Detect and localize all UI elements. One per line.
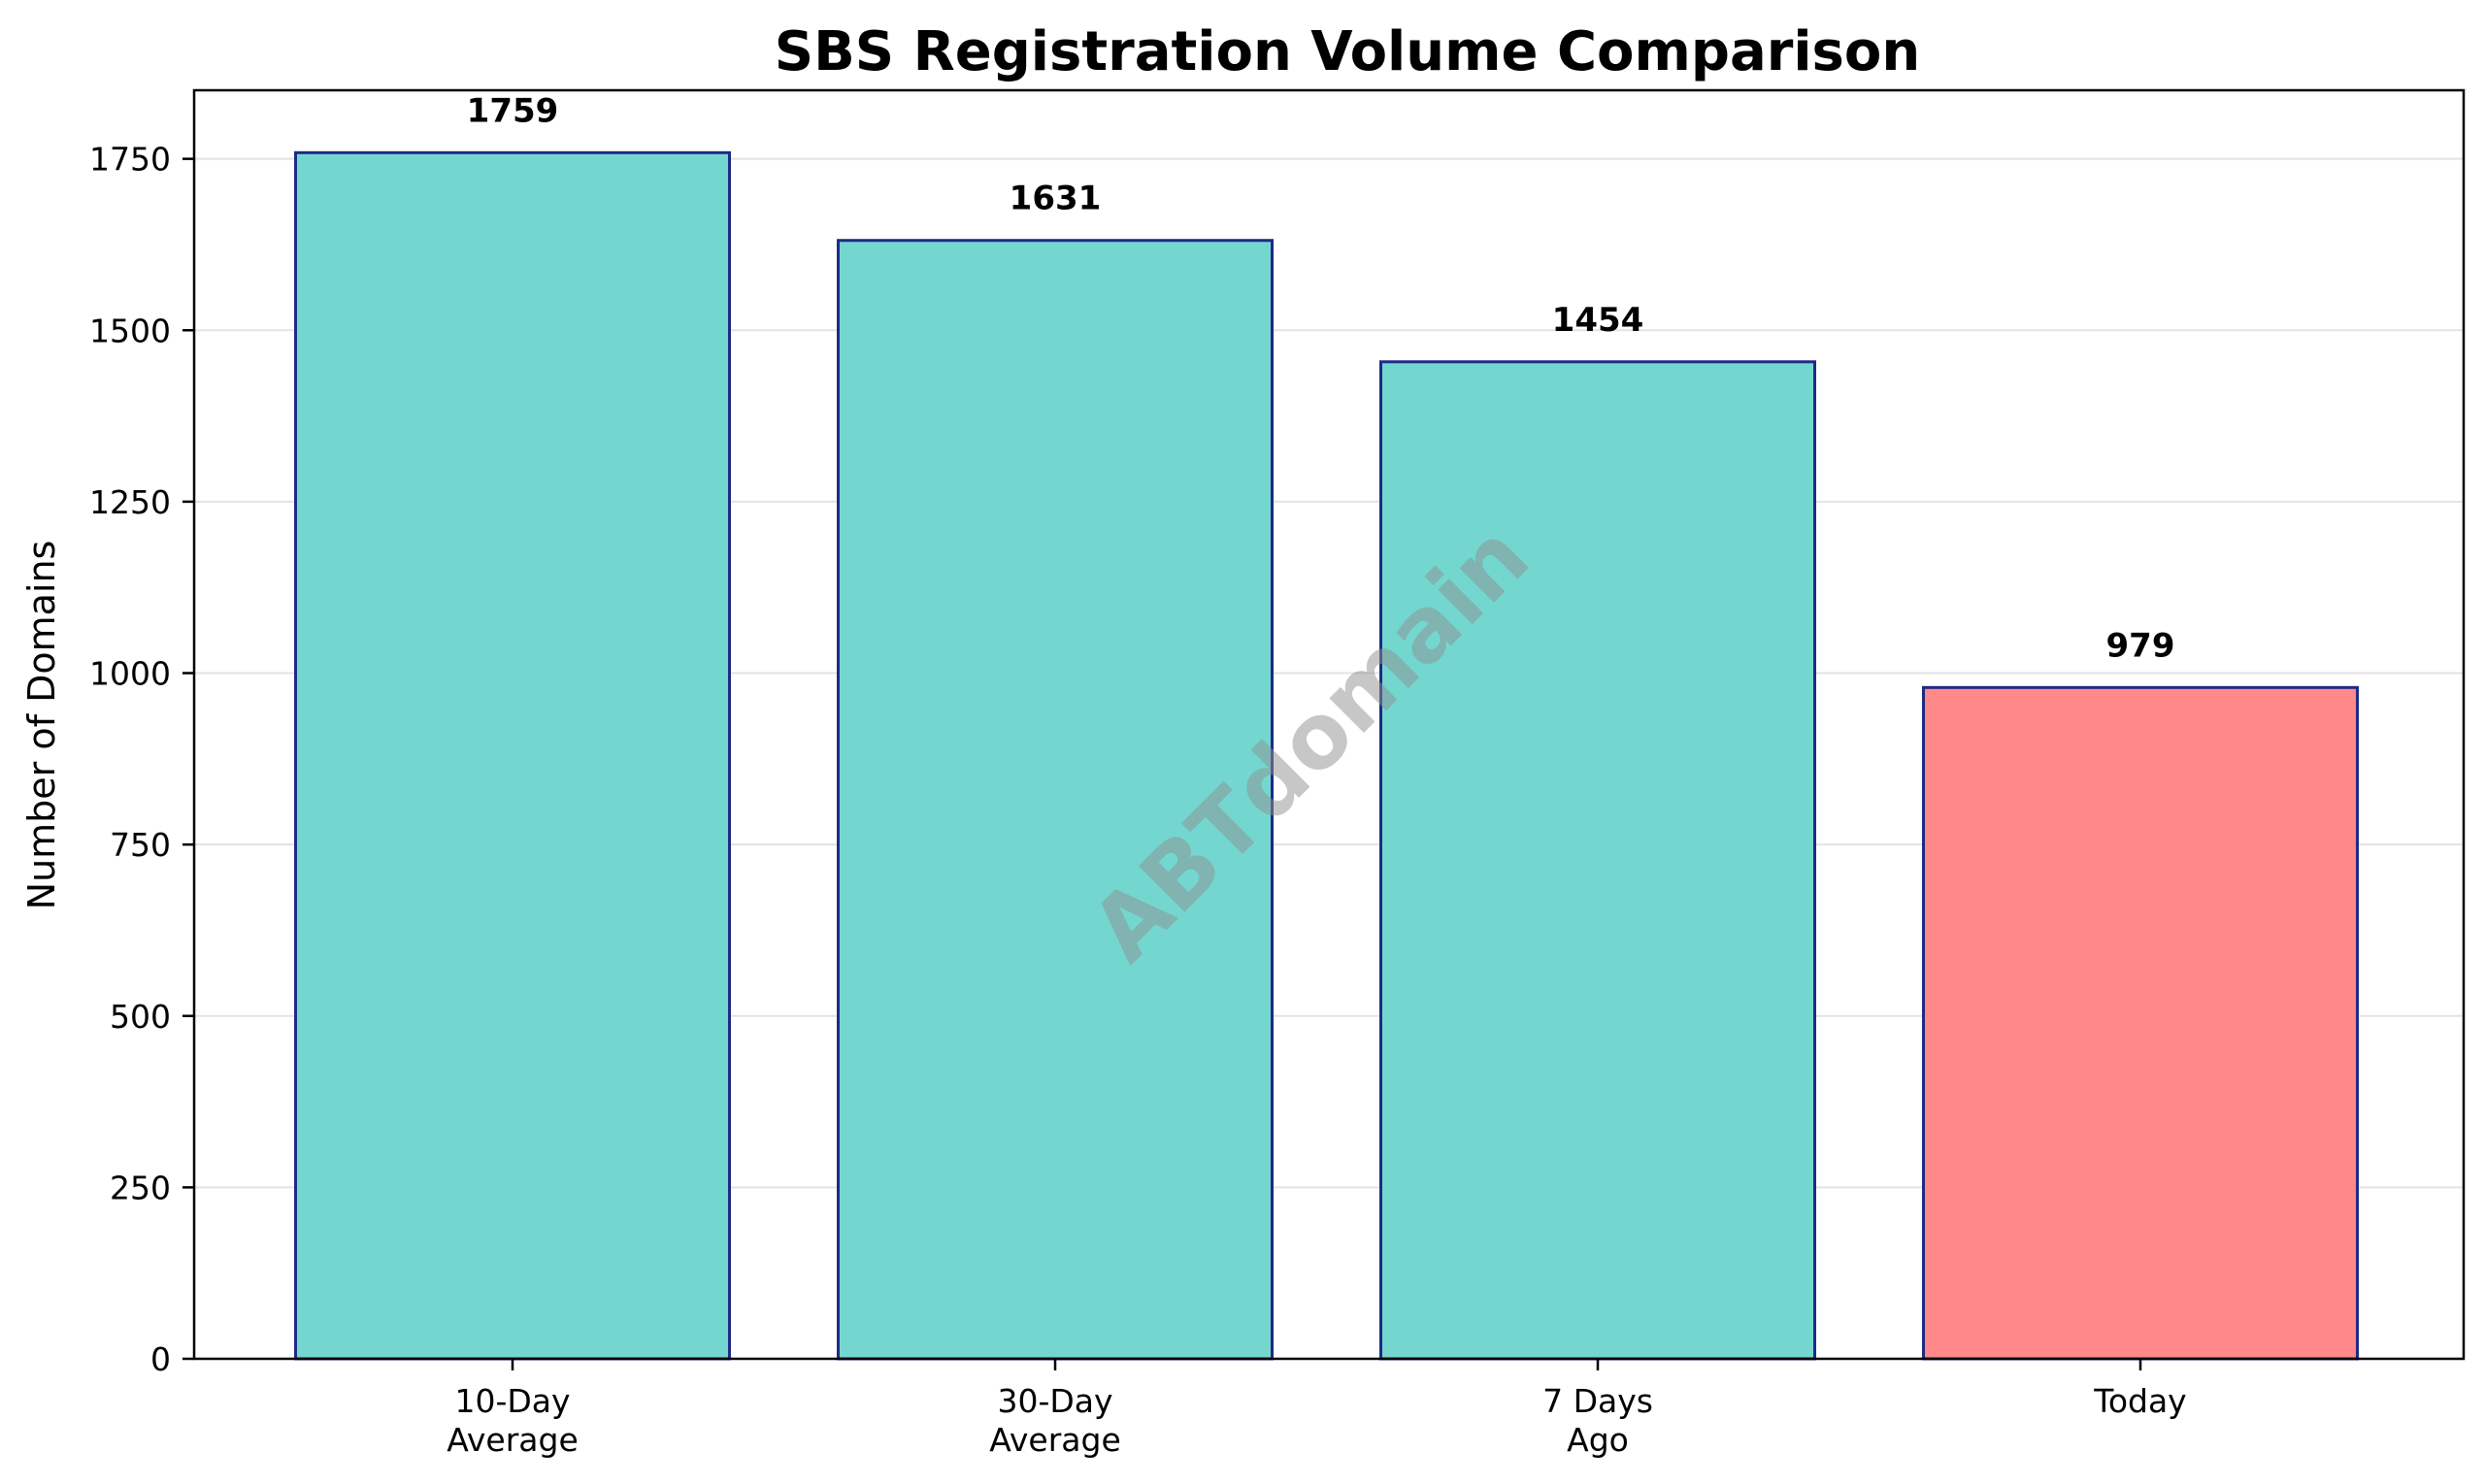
x-tick-label-line: Average [447, 1421, 579, 1459]
bar-3 [1922, 685, 2359, 1361]
x-tick-label-line: Average [989, 1421, 1121, 1459]
y-tick-label: 250 [110, 1169, 171, 1206]
x-tick-label-1: 30-Day Average [989, 1382, 1121, 1459]
x-tick-label-3: Today [2093, 1382, 2186, 1420]
bar-2 [1379, 360, 1816, 1361]
y-tick-label: 1750 [89, 141, 171, 179]
y-tick-label: 1250 [89, 483, 171, 521]
bar-0 [294, 150, 731, 1361]
y-tick-label: 1000 [89, 655, 171, 693]
plot-frame [192, 88, 2466, 1361]
value-label-2: 1454 [1552, 301, 1644, 340]
x-tick-label-line: Ago [1567, 1421, 1629, 1459]
y-tick-label: 0 [150, 1340, 171, 1378]
value-labels: 1759 1631 1454 979 [467, 91, 2175, 665]
x-tick-label-line: 30-Day [997, 1382, 1112, 1420]
x-tick-label-line: 10-Day [454, 1382, 570, 1420]
y-tick-label: 1500 [89, 312, 171, 349]
x-tick-label-line: 7 Days [1542, 1382, 1653, 1420]
bar-1 [837, 239, 1274, 1361]
x-tick-label-2: 7 Days Ago [1542, 1382, 1653, 1459]
y-tick-label: 500 [110, 998, 171, 1036]
y-axis-label: Number of Domains [20, 541, 63, 910]
x-tick-label-line: Today [2093, 1382, 2186, 1420]
bars [294, 150, 2359, 1361]
value-label-3: 979 [2106, 626, 2175, 665]
x-tick-label-0: 10-Day Average [447, 1382, 579, 1459]
y-tick-label: 750 [110, 826, 171, 864]
chart-title: SBS Registration Volume Comparison [775, 20, 1920, 83]
value-label-1: 1631 [1010, 180, 1102, 218]
value-label-0: 1759 [467, 91, 559, 130]
